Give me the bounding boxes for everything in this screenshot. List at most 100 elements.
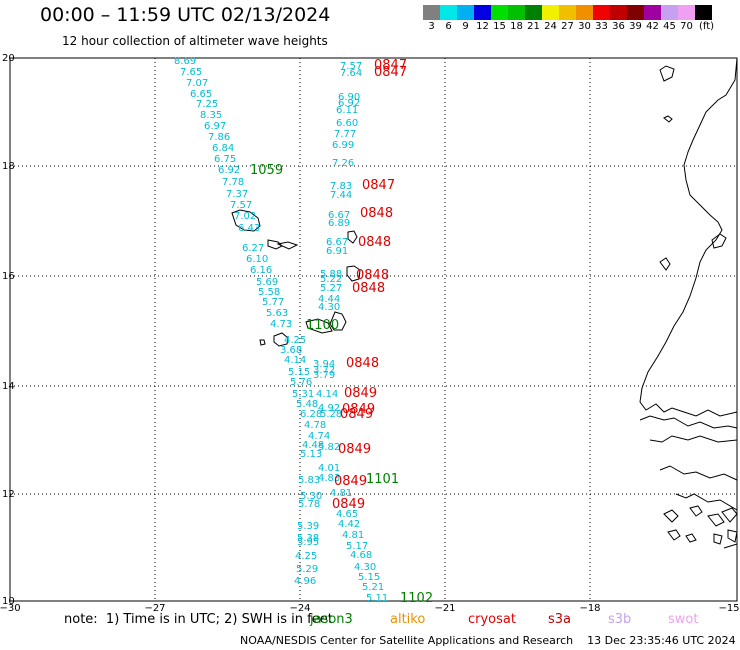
- wave-height-label: 6.97: [204, 121, 226, 132]
- colorbar-label: 42: [646, 21, 659, 32]
- colorbar-labels: 3 6 9 12 15 18 21 24 27 30 33 36 39 42 45 70 (ft): [423, 21, 729, 33]
- pass-time-label: 0848: [358, 235, 391, 250]
- island-coast-1: [659, 65, 675, 82]
- colorbar-swatch: [627, 5, 644, 20]
- colorbar-label: 36: [612, 21, 625, 32]
- island-sal: [347, 230, 358, 244]
- wave-height-label: 5.76: [290, 377, 312, 388]
- wave-height-label: 5.58: [258, 287, 280, 298]
- colorbar-swatch: [695, 5, 712, 20]
- wave-height-label: 5.29: [296, 564, 318, 575]
- pass-time-label: 0847: [374, 58, 407, 73]
- wave-height-label: 8.69: [174, 56, 196, 67]
- coast-gambia: [639, 415, 738, 429]
- page-title: 00:00 – 11:59 UTC 02/13/2024: [40, 4, 331, 26]
- colorbar-swatch: [678, 5, 695, 20]
- wave-height-label: 5.69: [256, 277, 278, 288]
- wave-height-label: 4.83: [318, 473, 340, 484]
- coast-islands-2: [675, 493, 738, 511]
- pass-time-label: 0848: [360, 206, 393, 221]
- pass-time-label: 1059: [250, 163, 283, 178]
- wave-height-label: 7.78: [222, 177, 244, 188]
- pass-time-label: 0849: [344, 386, 377, 401]
- wave-height-label: 5.11: [366, 593, 388, 604]
- colorbar-swatch: [457, 5, 474, 20]
- pass-time-label: 0848: [346, 356, 379, 371]
- pass-time-label: 0848: [352, 281, 385, 296]
- pass-time-label: 1101: [366, 472, 399, 487]
- wave-height-label: 4.01: [318, 463, 340, 474]
- wave-height-label: 5.48: [296, 399, 318, 410]
- page-subtitle: 12 hour collection of altimeter wave hei…: [62, 34, 328, 48]
- pass-time-label: 0848: [356, 268, 389, 283]
- colorbar-swatch: [423, 5, 440, 20]
- wave-height-label: 7.07: [186, 78, 208, 89]
- colorbar-swatch: [440, 5, 457, 20]
- colorbar-label: 70: [680, 21, 693, 32]
- island-sao-nicolau: [267, 239, 283, 250]
- island-santiago: [305, 318, 333, 334]
- y-tick-label: 12: [2, 489, 15, 500]
- colorbar-swatch: [474, 5, 491, 20]
- wave-height-label: 5.15: [288, 367, 310, 378]
- wave-height-label: 4.44: [318, 294, 340, 305]
- x-tick-label: −15: [718, 603, 739, 614]
- wave-height-label: 4.96: [294, 576, 316, 587]
- legend-item-altiko: altiko: [390, 612, 426, 627]
- colorbar-label: 45: [663, 21, 676, 32]
- pass-time-label: 0849: [334, 474, 367, 489]
- colorbar-swatch: [525, 5, 542, 20]
- colorbar-label: 12: [476, 21, 489, 32]
- coastline: [231, 57, 738, 549]
- wave-height-label: 5.27: [320, 283, 342, 294]
- coast-islands-4: [667, 529, 738, 545]
- wave-height-label: 6.91: [326, 246, 348, 257]
- wave-height-label: 4.42: [338, 519, 360, 530]
- wave-height-label: 4.74: [308, 431, 330, 442]
- colorbar-label: 21: [527, 21, 540, 32]
- wave-height-label: 7.64: [340, 68, 362, 79]
- wave-height-label: 6.92: [218, 165, 240, 176]
- x-tick-label: −24: [289, 603, 310, 614]
- wave-height-label: 5.77: [262, 297, 284, 308]
- wave-height-label: 5.15: [358, 572, 380, 583]
- colorbar-label: 33: [595, 21, 608, 32]
- coast-islands-1: [659, 465, 738, 481]
- colorbar-swatch: [542, 5, 559, 20]
- wave-height-label: 4.78: [304, 420, 326, 431]
- colorbar-swatch: [559, 5, 576, 20]
- footnote: note: 1) Time is in UTC; 2) SWH is in fe…: [64, 612, 333, 627]
- coast-mainland: [639, 57, 738, 417]
- wave-height-label: 4.30: [318, 302, 340, 313]
- colorbar-swatch: [491, 5, 508, 20]
- colorbar-swatch: [593, 5, 610, 20]
- wave-height-label: 6.16: [250, 265, 272, 276]
- colorbar-label: 39: [629, 21, 642, 32]
- wave-height-label: 5.95: [297, 537, 319, 548]
- wave-height-label: 4.68: [350, 550, 372, 561]
- colorbar-label: 3: [428, 21, 435, 32]
- colorbar-swatch: [576, 5, 593, 20]
- wave-height-label: 8.35: [200, 110, 222, 121]
- wave-height-label: 7.86: [208, 132, 230, 143]
- wave-height-label: 6.10: [246, 254, 268, 265]
- wave-height-label: 6.99: [332, 140, 354, 151]
- colorbar-label: 9: [462, 21, 469, 32]
- island-boa-vista: [346, 265, 361, 282]
- legend-item-s3a: s3a: [548, 612, 572, 627]
- wave-height-label: 4.92: [318, 403, 340, 414]
- wave-height-label: 4.73: [270, 319, 292, 330]
- wave-height-label: 6.90: [338, 92, 360, 103]
- island-sao-nicolau-east: [276, 241, 299, 250]
- wave-height-label: 6.89: [328, 218, 350, 229]
- wave-height-label: 7.37: [226, 189, 248, 200]
- axis-tick-labels: −30 −27 −24 −21 −18 −15 20 18 16 14 12 10: [0, 53, 740, 614]
- wave-height-label: 3.94: [313, 359, 335, 370]
- colorbar-label: 18: [510, 21, 523, 32]
- pass-time-label: 0849: [340, 407, 373, 422]
- wave-height-label: 6.28: [300, 409, 322, 420]
- wave-height-label: 6.43: [238, 223, 260, 234]
- wave-height-label: 6.27: [242, 243, 264, 254]
- colorbar-swatch: [661, 5, 678, 20]
